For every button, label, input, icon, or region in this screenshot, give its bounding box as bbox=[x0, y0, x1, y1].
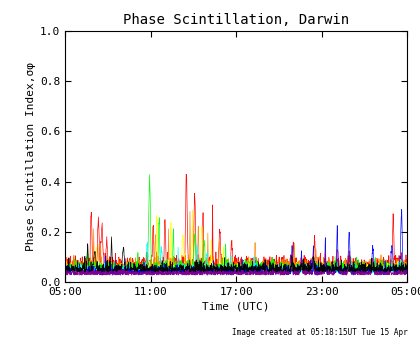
Title: Phase Scintillation, Darwin: Phase Scintillation, Darwin bbox=[123, 13, 349, 27]
Y-axis label: Phase Scintillation Index,σφ: Phase Scintillation Index,σφ bbox=[26, 62, 36, 251]
Text: Image created at 05:18:15UT Tue 15 Apr: Image created at 05:18:15UT Tue 15 Apr bbox=[232, 328, 407, 337]
X-axis label: Time (UTC): Time (UTC) bbox=[202, 301, 270, 311]
